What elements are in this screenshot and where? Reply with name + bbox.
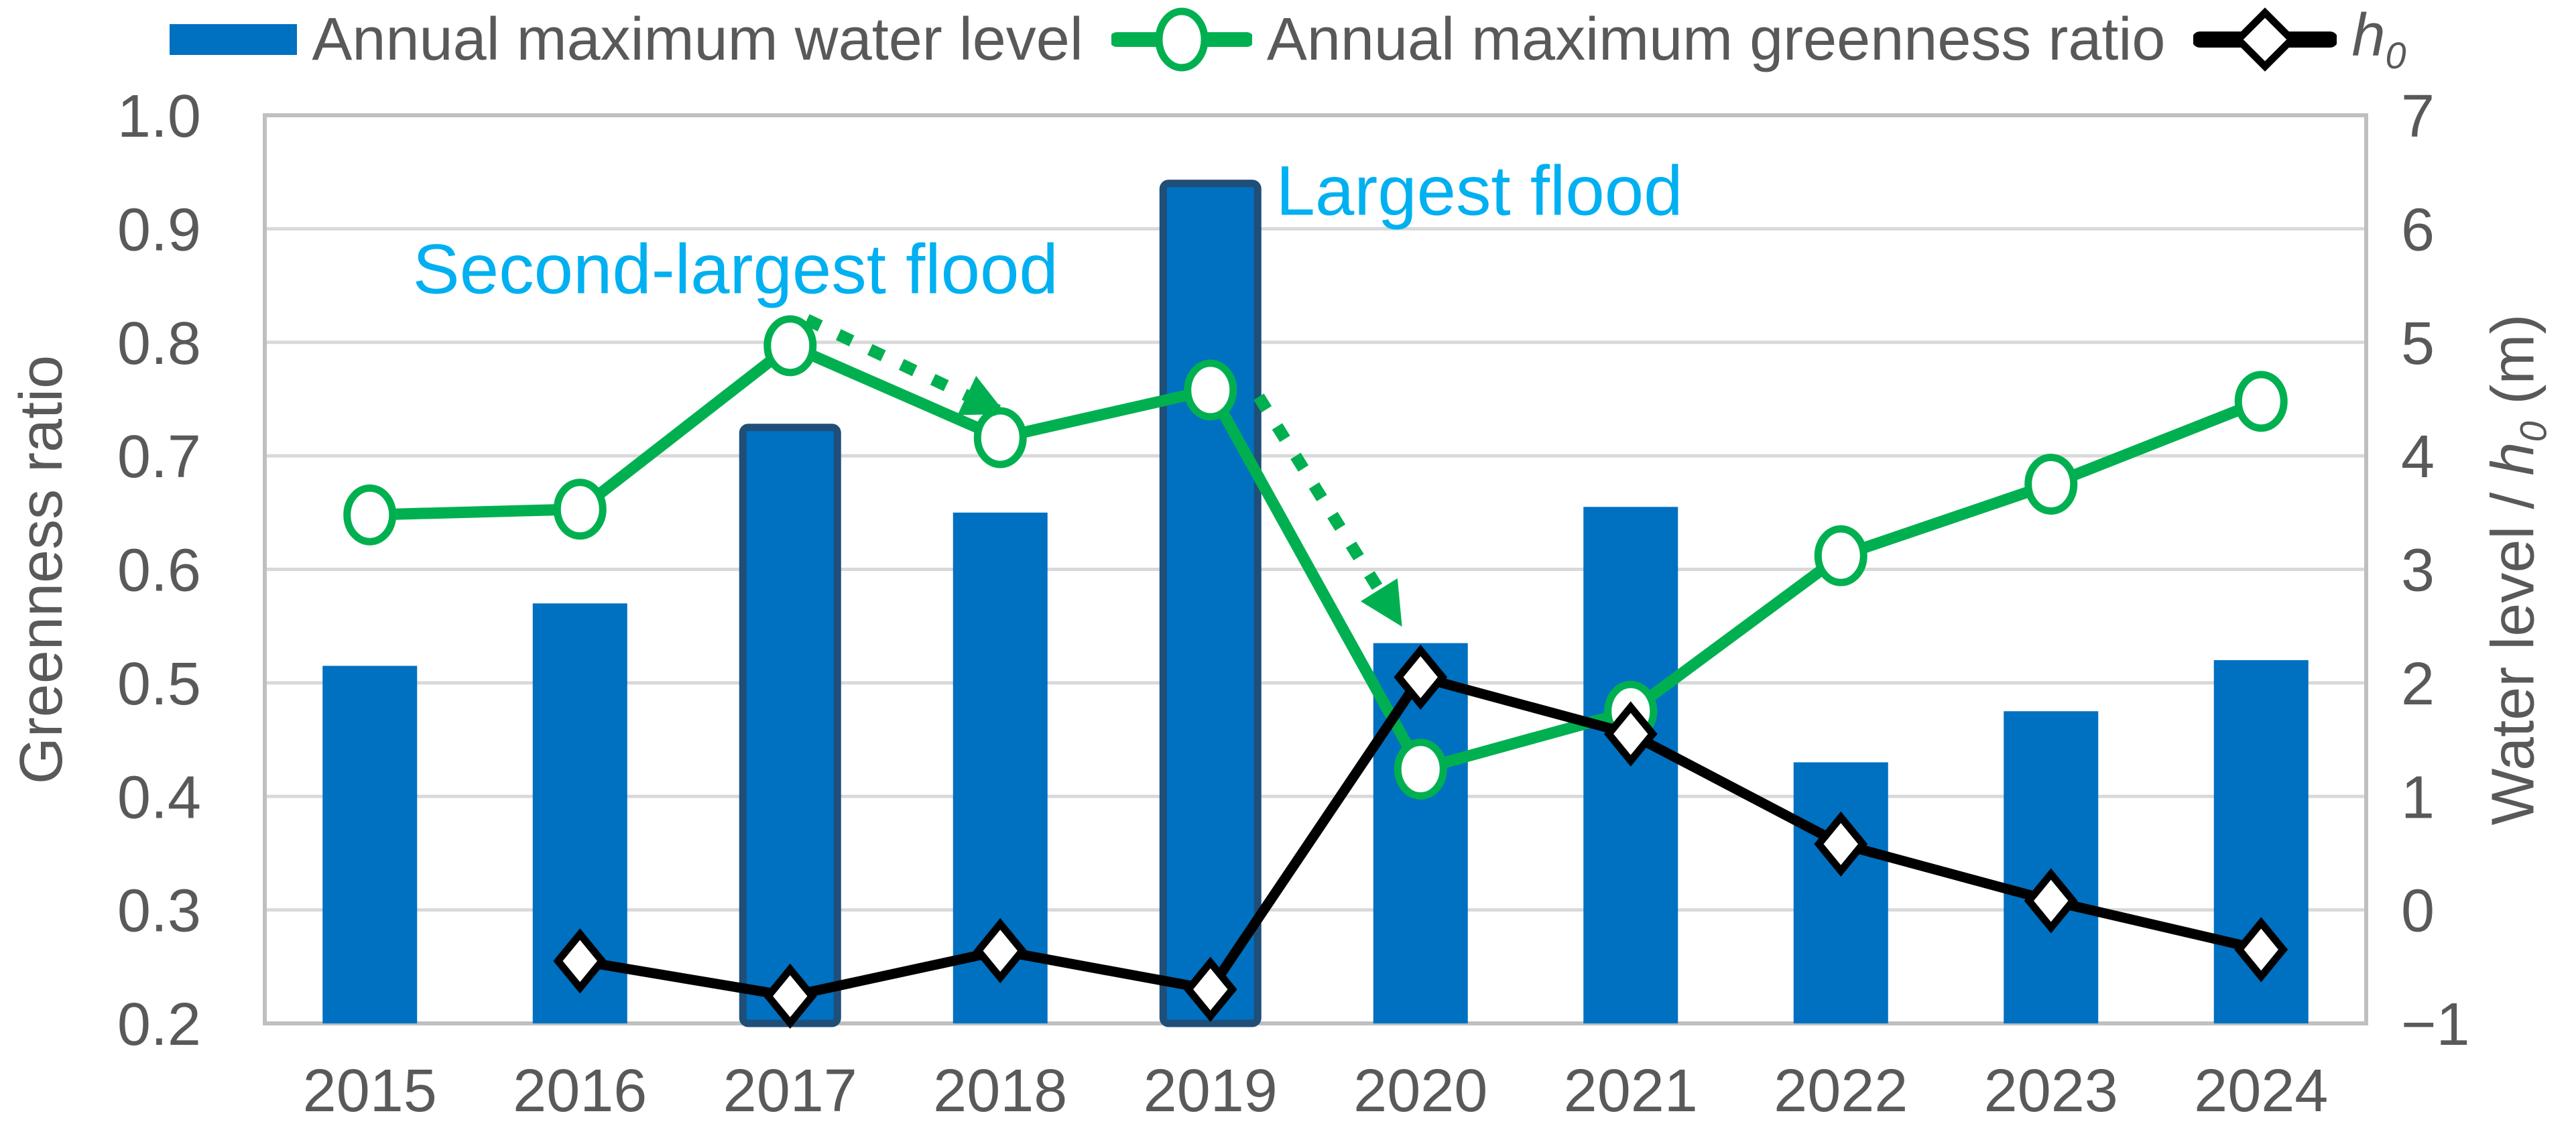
bar-2022: [1793, 762, 1888, 1023]
greenness-marker-2018: [973, 407, 1027, 468]
h0-marker-2017: [763, 963, 817, 1029]
left-tick-label: 0.6: [117, 538, 201, 605]
left-tick-label: 0.5: [117, 651, 201, 718]
left-tick-label: 0.4: [117, 764, 201, 831]
flood-arrow-1: [1253, 393, 1403, 627]
greenness-marker-2015: [343, 484, 397, 546]
right-tick-label: 6: [2401, 196, 2435, 263]
plot-border: [263, 113, 2368, 1025]
h0-marker-2022: [1814, 811, 1868, 877]
greenness-marker-2022: [1814, 525, 1867, 586]
greenness-marker-2017: [763, 315, 817, 377]
right-axis-title: Water level / h0 (m): [2479, 314, 2555, 826]
h0-marker-2021: [1603, 701, 1658, 767]
legend-label-greenness: Annual maximum greenness ratio: [1266, 6, 2166, 73]
legend-item-water-level: Annual maximum water level: [170, 9, 1083, 70]
greenness-marker-2016: [553, 479, 607, 540]
bar-swatch-icon: [170, 24, 298, 55]
bar-2023: [2004, 711, 2099, 1023]
greenness-marker-2024: [2234, 371, 2288, 432]
right-tick-label: 3: [2401, 538, 2435, 605]
left-tick-label: 1.0: [117, 83, 201, 150]
x-tick-label-2024: 2024: [2194, 1058, 2328, 1125]
x-tick-label-2023: 2023: [1984, 1058, 2118, 1125]
legend-label-h0: h0: [2351, 5, 2406, 74]
right-tick-label: 4: [2401, 424, 2435, 491]
h0-marker-2024: [2234, 917, 2288, 983]
bar-2017: [739, 424, 841, 1027]
greenness-marker-2023: [2024, 453, 2078, 515]
h0-marker-2023: [2024, 868, 2078, 934]
x-tick-label-2019: 2019: [1144, 1058, 1278, 1125]
h0-symbol: h: [2351, 1, 2386, 69]
legend-label-water-level: Annual maximum water level: [312, 6, 1083, 73]
left-tick-label: 0.8: [117, 310, 201, 377]
right-tick-label: 7: [2401, 83, 2435, 150]
right-tick-label: 5: [2401, 310, 2435, 377]
greenness-line: [369, 340, 2264, 775]
h0-marker-2019: [1183, 956, 1237, 1022]
x-tick-label-2016: 2016: [513, 1058, 647, 1125]
bar-2019: [1159, 180, 1262, 1027]
right-tick-label: 1: [2401, 764, 2435, 831]
x-tick-label-2021: 2021: [1564, 1058, 1698, 1125]
x-tick-label-2017: 2017: [723, 1058, 857, 1125]
h0-marker-2020: [1394, 644, 1448, 710]
x-tick-label-2022: 2022: [1774, 1058, 1908, 1125]
flood-arrow-0: [804, 314, 1006, 416]
left-axis-title: Greenness ratio: [8, 355, 75, 785]
chart-legend: Annual maximum water level Annual maximu…: [0, 0, 2576, 79]
greenness-marker-2019: [1184, 359, 1237, 421]
h0-subscript: 0: [2385, 34, 2406, 76]
line-diamond-swatch-icon: [2193, 7, 2337, 72]
greenness-marker-2020: [1394, 739, 1447, 800]
legend-item-greenness: Annual maximum greenness ratio: [1111, 6, 2166, 73]
x-tick-label-2018: 2018: [933, 1058, 1067, 1125]
left-tick-label: 0.3: [117, 878, 201, 945]
annotation-largest-flood: Largest flood: [1276, 151, 1683, 231]
left-tick-label: 0.9: [117, 196, 201, 263]
h0-marker-2018: [973, 918, 1028, 984]
x-tick-label-2015: 2015: [303, 1058, 437, 1125]
right-tick-label: 2: [2401, 651, 2435, 718]
h0-marker-2016: [553, 928, 607, 994]
right-tick-label: −1: [2401, 991, 2470, 1058]
right-tick-label: 0: [2401, 878, 2435, 945]
legend-item-h0: h0: [2193, 5, 2406, 74]
bar-2015: [322, 666, 418, 1023]
annotation-second-largest-flood: Second-largest flood: [412, 230, 1058, 309]
line-circle-swatch-icon: [1111, 7, 1252, 72]
x-tick-label-2020: 2020: [1353, 1058, 1487, 1125]
left-tick-label: 0.7: [117, 424, 201, 491]
left-tick-label: 0.2: [117, 991, 201, 1058]
